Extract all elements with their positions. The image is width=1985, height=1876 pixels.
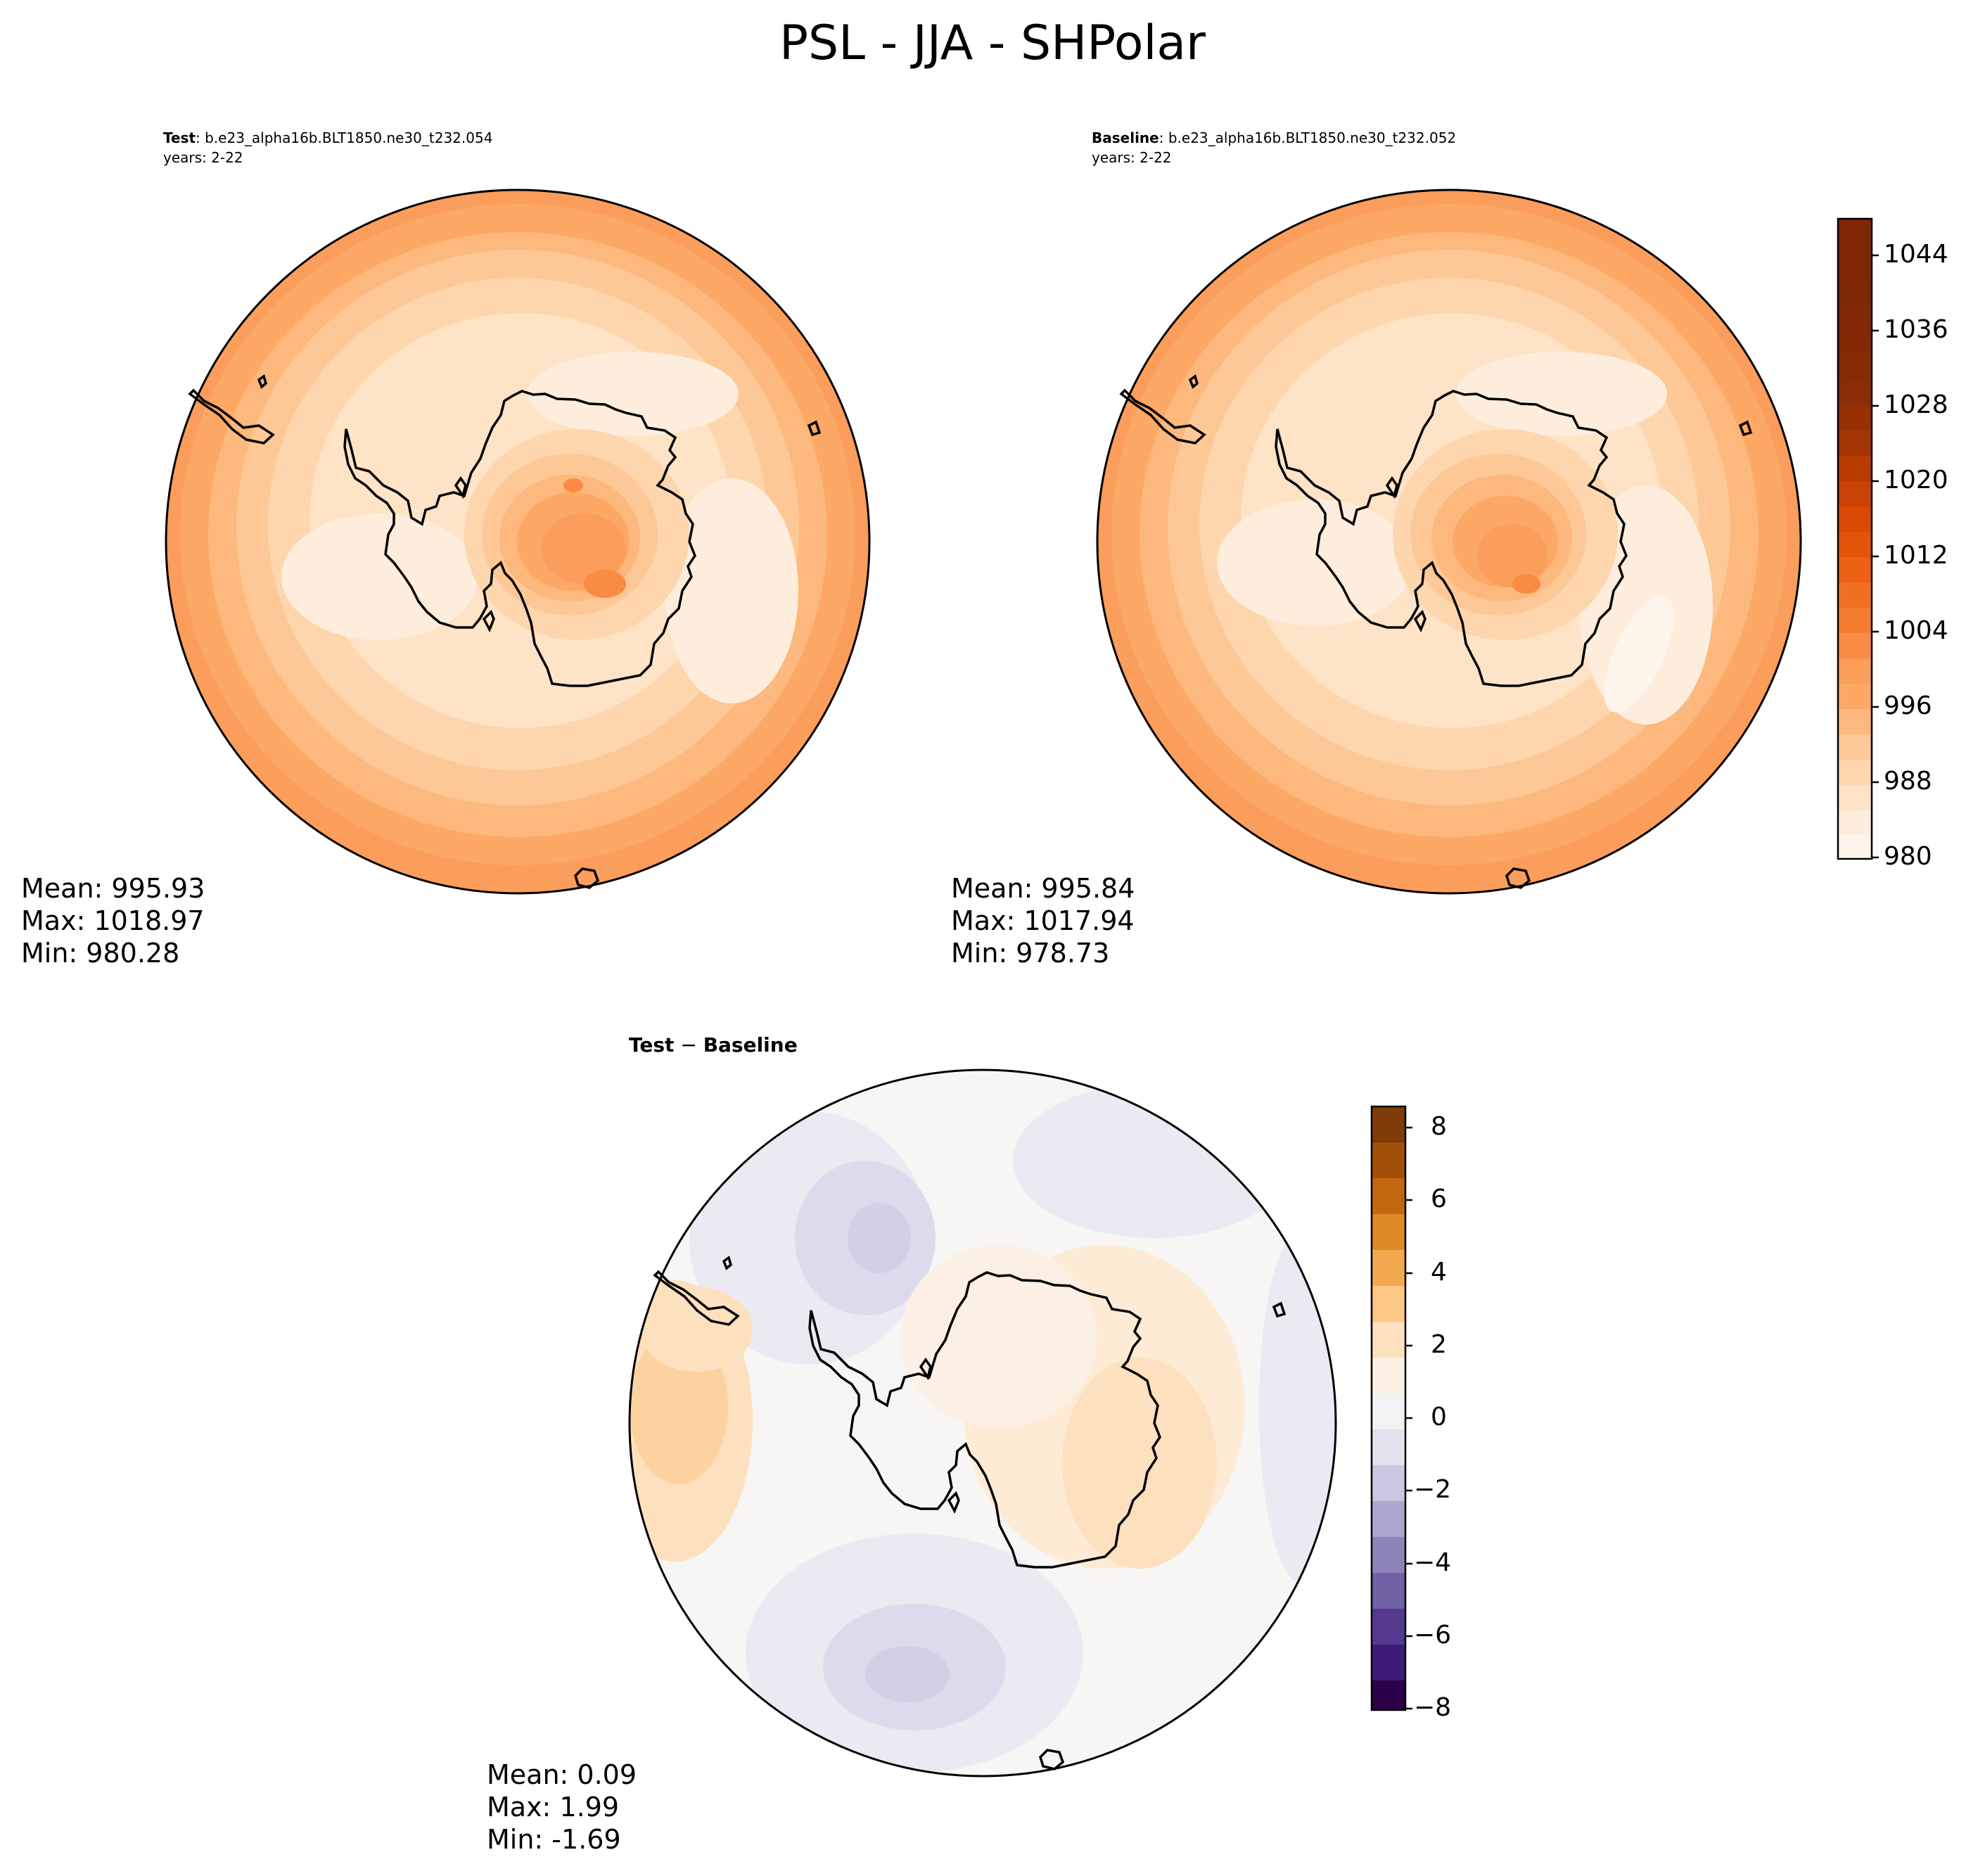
test-mean: Mean: 995.93 [21,873,205,904]
baseline-case-name: : b.e23_alpha16b.BLT1850.ne30_t232.052 [1159,129,1457,146]
test-map [165,189,871,895]
abs-tick-label: 996 [1884,691,1932,720]
diff-tick-label: −4 [1414,1548,1452,1577]
diff-tick-label: 2 [1431,1330,1447,1359]
difference-label-baseline: Baseline [703,1033,798,1057]
difference-colorbar [1370,1105,1412,1711]
difference-stats: Mean: 0.09 Max: 1.99 Min: -1.69 [487,1759,637,1856]
test-stats: Mean: 995.93 Max: 1018.97 Min: 980.28 [21,872,205,969]
baseline-panel-title: Baseline: b.e23_alpha16b.BLT1850.ne30_t2… [1092,128,1456,167]
difference-panel-title: Test − Baseline [629,1035,798,1055]
diff-tick-label: 0 [1431,1403,1447,1431]
figure-title: PSL - JJA - SHPolar [779,15,1206,71]
baseline-label: Baseline [1092,129,1159,146]
difference-coastline [653,1256,1287,1770]
difference-map [628,1068,1337,1778]
diff-tick-label: 6 [1431,1185,1447,1213]
baseline-coastline [1119,374,1753,889]
test-years: years: 2-22 [163,149,243,166]
absolute-colorbar [1837,217,1879,860]
diff-tick-label: 8 [1431,1112,1447,1141]
baseline-years: years: 2-22 [1092,149,1172,166]
diff-tick-label: −8 [1414,1693,1452,1722]
difference-field [630,1070,1336,1776]
difference-max: Max: 1.99 [487,1792,620,1823]
diff-tick-label: −2 [1414,1475,1452,1504]
baseline-min: Min: 978.73 [951,938,1110,969]
test-max: Max: 1018.97 [21,905,205,936]
abs-tick-label: 1028 [1884,390,1948,419]
difference-label-test: Test [629,1033,675,1057]
abs-tick-label: 980 [1884,842,1932,871]
abs-tick-label: 1012 [1884,541,1948,570]
test-panel-title: Test: b.e23_alpha16b.BLT1850.ne30_t232.0… [163,128,492,167]
test-boundary [165,189,871,895]
baseline-mean: Mean: 995.84 [951,873,1135,904]
abs-tick-label: 1020 [1884,466,1948,494]
difference-minus: − [674,1033,703,1057]
diff-tick-label: 4 [1431,1258,1447,1287]
abs-tick-label: 1044 [1884,240,1948,269]
abs-tick-label: 988 [1884,767,1932,796]
abs-tick-label: 1004 [1884,616,1948,645]
abs-tick-label: 1036 [1884,315,1948,344]
baseline-max: Max: 1017.94 [951,905,1135,936]
test-case-name: : b.e23_alpha16b.BLT1850.ne30_t232.054 [196,129,493,146]
baseline-field [1097,190,1801,893]
difference-boundary [628,1068,1337,1778]
baseline-map [1096,189,1802,895]
diff-tick-label: −6 [1414,1621,1452,1650]
test-coastline [188,374,822,889]
test-min: Min: 980.28 [21,938,180,969]
difference-min: Min: -1.69 [487,1824,621,1855]
test-field [166,190,869,893]
test-label: Test [163,129,196,146]
difference-mean: Mean: 0.09 [487,1759,637,1790]
baseline-stats: Mean: 995.84 Max: 1017.94 Min: 978.73 [951,872,1135,969]
baseline-boundary [1096,189,1802,895]
